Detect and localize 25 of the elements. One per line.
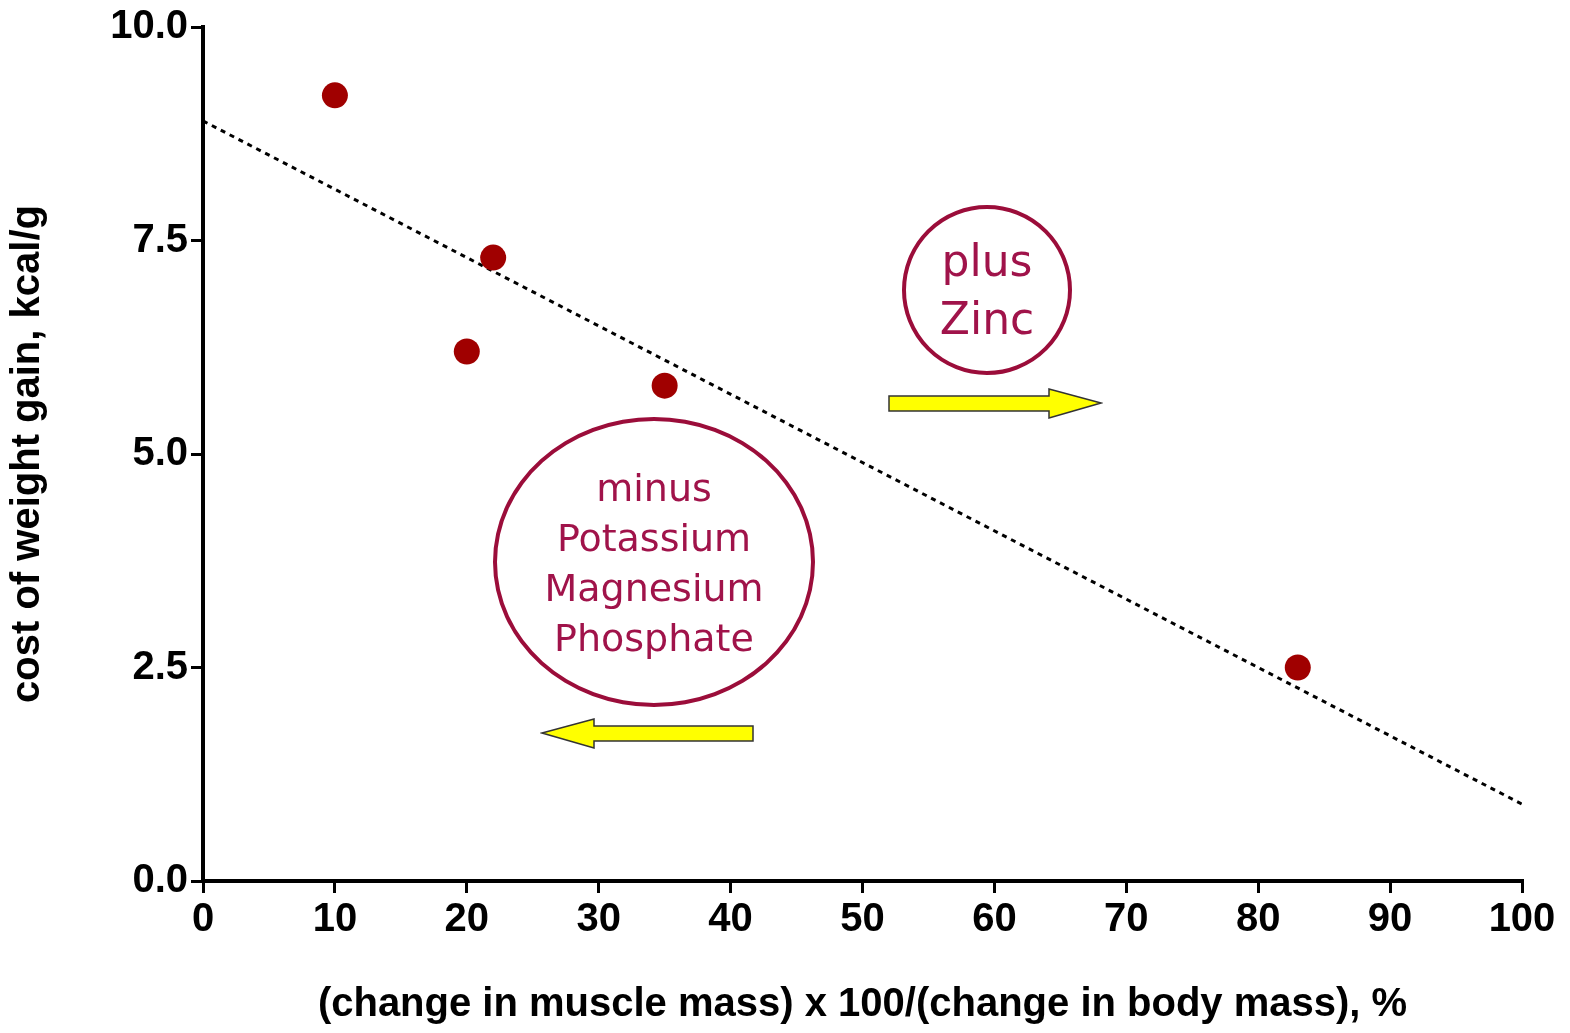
annotation: plus Zinc <box>938 234 1036 347</box>
x-tick-label: 20 <box>444 895 490 940</box>
annotation: minus Potassium Magnesium Phosphate <box>543 465 765 663</box>
y-tick-label: 0.0 <box>132 856 188 901</box>
x-tick-label: 80 <box>1235 895 1281 940</box>
x-tick-label: 30 <box>576 895 621 940</box>
y-tick-label: 10.0 <box>110 2 188 47</box>
point <box>651 372 678 399</box>
x-tick-label: 60 <box>972 895 1017 940</box>
point <box>1284 654 1311 681</box>
x-tick-label: 100 <box>1488 895 1556 940</box>
x-axis-title: (change in muscle mass) x 100/(change in body mass), % <box>317 980 1408 1025</box>
point <box>453 338 480 365</box>
point <box>480 244 507 271</box>
x-tick-label: 10 <box>312 895 358 940</box>
x-tick-label: 70 <box>1104 895 1149 940</box>
x-tick-label: 50 <box>840 895 885 940</box>
y-tick-label: 5.0 <box>132 429 188 474</box>
y-axis-title: cost of weight gain, kcal/g <box>3 205 48 703</box>
y-tick-label: 2.5 <box>132 642 188 687</box>
x-tick-label: 90 <box>1367 895 1413 940</box>
point <box>321 82 348 109</box>
x-tick-label: 0 <box>191 895 215 940</box>
x-tick-label: 40 <box>708 895 753 940</box>
y-tick-label: 7.5 <box>132 215 188 260</box>
